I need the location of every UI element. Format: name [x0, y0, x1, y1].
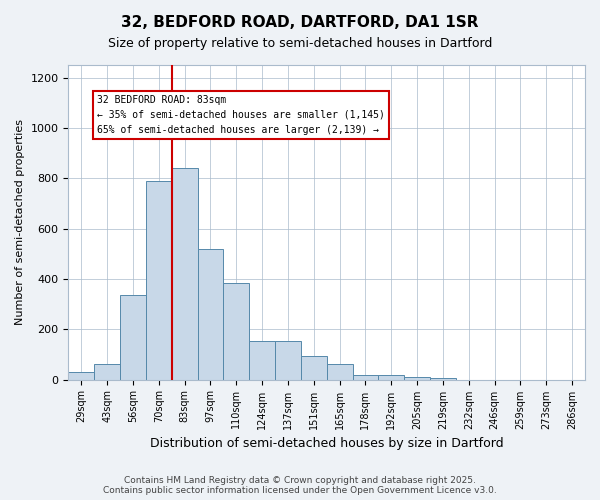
Bar: [146, 181, 172, 380]
Bar: [223, 282, 249, 380]
Bar: [120, 296, 146, 380]
X-axis label: Distribution of semi-detached houses by size in Dartford: Distribution of semi-detached houses by …: [150, 437, 503, 450]
Bar: [430, 378, 456, 380]
Bar: [353, 374, 379, 380]
Bar: [94, 364, 120, 380]
Bar: [197, 248, 223, 380]
Text: 32 BEDFORD ROAD: 83sqm
← 35% of semi-detached houses are smaller (1,145)
65% of : 32 BEDFORD ROAD: 83sqm ← 35% of semi-det…: [97, 95, 385, 135]
Bar: [301, 356, 327, 380]
Bar: [172, 168, 197, 380]
Bar: [275, 340, 301, 380]
Text: 32, BEDFORD ROAD, DARTFORD, DA1 1SR: 32, BEDFORD ROAD, DARTFORD, DA1 1SR: [121, 15, 479, 30]
Bar: [68, 372, 94, 380]
Y-axis label: Number of semi-detached properties: Number of semi-detached properties: [15, 120, 25, 326]
Bar: [404, 377, 430, 380]
Text: Contains HM Land Registry data © Crown copyright and database right 2025.
Contai: Contains HM Land Registry data © Crown c…: [103, 476, 497, 495]
Text: Size of property relative to semi-detached houses in Dartford: Size of property relative to semi-detach…: [108, 38, 492, 51]
Bar: [249, 340, 275, 380]
Bar: [379, 374, 404, 380]
Bar: [327, 364, 353, 380]
